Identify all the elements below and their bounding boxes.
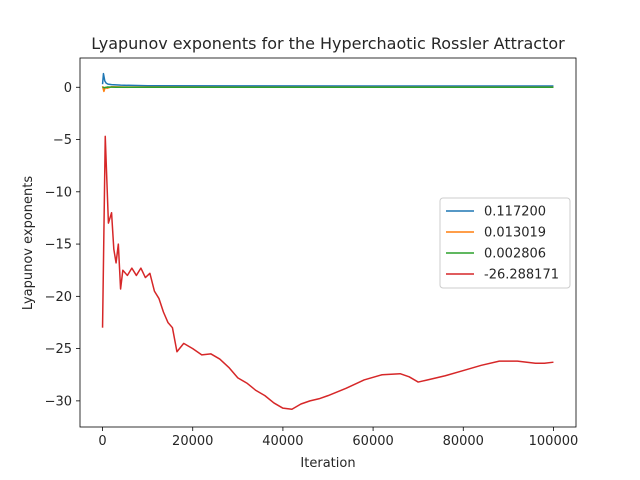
- x-tick-label: 80000: [443, 434, 484, 449]
- y-tick-label: −10: [45, 185, 72, 200]
- series-line-4: [101, 135, 554, 410]
- chart-title: Lyapunov exponents for the Hyperchaotic …: [91, 34, 565, 53]
- legend-label-1: 0.117200: [484, 205, 546, 220]
- y-tick-label: −30: [45, 394, 72, 409]
- series-line-3: [102, 86, 554, 89]
- y-tick-label: −15: [45, 238, 72, 253]
- y-tick-label: −25: [45, 342, 72, 357]
- axes-border: [79, 57, 577, 428]
- axes-frame: [79, 57, 577, 428]
- x-tick-label: 100000: [529, 434, 579, 449]
- x-axis-label: Iteration: [300, 456, 355, 471]
- y-tick-label: 0: [64, 81, 72, 96]
- series-line-1: [101, 72, 554, 87]
- y-tick-label: −5: [53, 133, 72, 148]
- legend-label-3: 0.002806: [484, 247, 546, 262]
- x-tick-label: 0: [98, 434, 106, 449]
- legend: 0.117200 0.013019 0.002806 -26.288171: [439, 197, 571, 289]
- x-axis: 0 20000 40000 60000 80000 100000: [98, 427, 578, 449]
- y-axis-label: Lyapunov exponents: [21, 176, 36, 310]
- legend-label-2: 0.013019: [484, 226, 546, 241]
- legend-box: [439, 197, 571, 289]
- legend-label-4: -26.288171: [484, 268, 559, 283]
- y-axis: 0 −5 −10 −15 −20 −25 −30: [45, 81, 80, 409]
- x-tick-label: 20000: [172, 434, 213, 449]
- x-tick-label: 60000: [352, 434, 393, 449]
- x-tick-label: 40000: [262, 434, 303, 449]
- y-tick-label: −20: [45, 290, 72, 305]
- plot-area: [101, 72, 554, 410]
